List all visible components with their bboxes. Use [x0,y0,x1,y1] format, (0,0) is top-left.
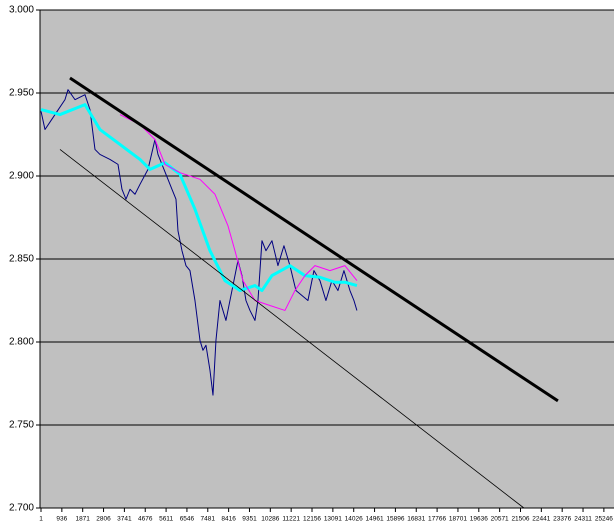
x-tick-label: 18701 [449,516,467,523]
x-tick-label: 8416 [221,516,236,523]
x-tick-label: 23376 [553,516,571,523]
x-tick-label: 12156 [303,516,321,523]
x-tick-label: 11221 [282,516,300,523]
line-series [40,89,358,396]
x-tick-label: 22441 [532,516,550,523]
x-tick-label: 20571 [491,516,509,523]
x-tick-label: 9351 [242,516,257,523]
y-tick-label: 3.000 [9,5,34,16]
x-tick-label: 16831 [407,516,425,523]
x-tick-label: 15896 [386,516,404,523]
x-tick-label: 4676 [138,516,153,523]
line-series [59,149,525,509]
x-tick-label: 3741 [117,516,132,523]
line-series [69,76,559,403]
x-tick-label: 17766 [428,516,446,523]
x-tick-label: 21506 [511,516,529,523]
x-tick-label: 10286 [261,516,279,523]
x-tick-label: 936 [56,516,67,523]
x-tick-label: 25246 [595,516,613,523]
x-tick-label: 6546 [180,516,195,523]
x-tick-label: 5611 [159,516,173,523]
x-tick-label: 14026 [345,516,363,523]
y-tick-label: 2.750 [9,420,34,431]
x-tick-label: 7481 [201,516,216,523]
y-tick-label: 2.800 [9,337,34,348]
line-series [119,114,358,311]
y-tick-label: 2.950 [9,88,34,99]
x-tick-label: 1 [39,516,43,523]
x-tick-label: 13091 [324,516,342,523]
y-tick-label: 2.900 [9,171,34,182]
line-series [40,103,358,293]
x-tick-label: 1871 [75,516,90,523]
y-tick-label: 2.850 [9,254,34,265]
x-tick-label: 24311 [574,516,592,523]
y-tick-label: 2.700 [9,503,34,514]
x-tick-label: 19636 [470,516,488,523]
x-tick-label: 2806 [96,516,111,523]
x-tick-label: 14961 [366,516,384,523]
